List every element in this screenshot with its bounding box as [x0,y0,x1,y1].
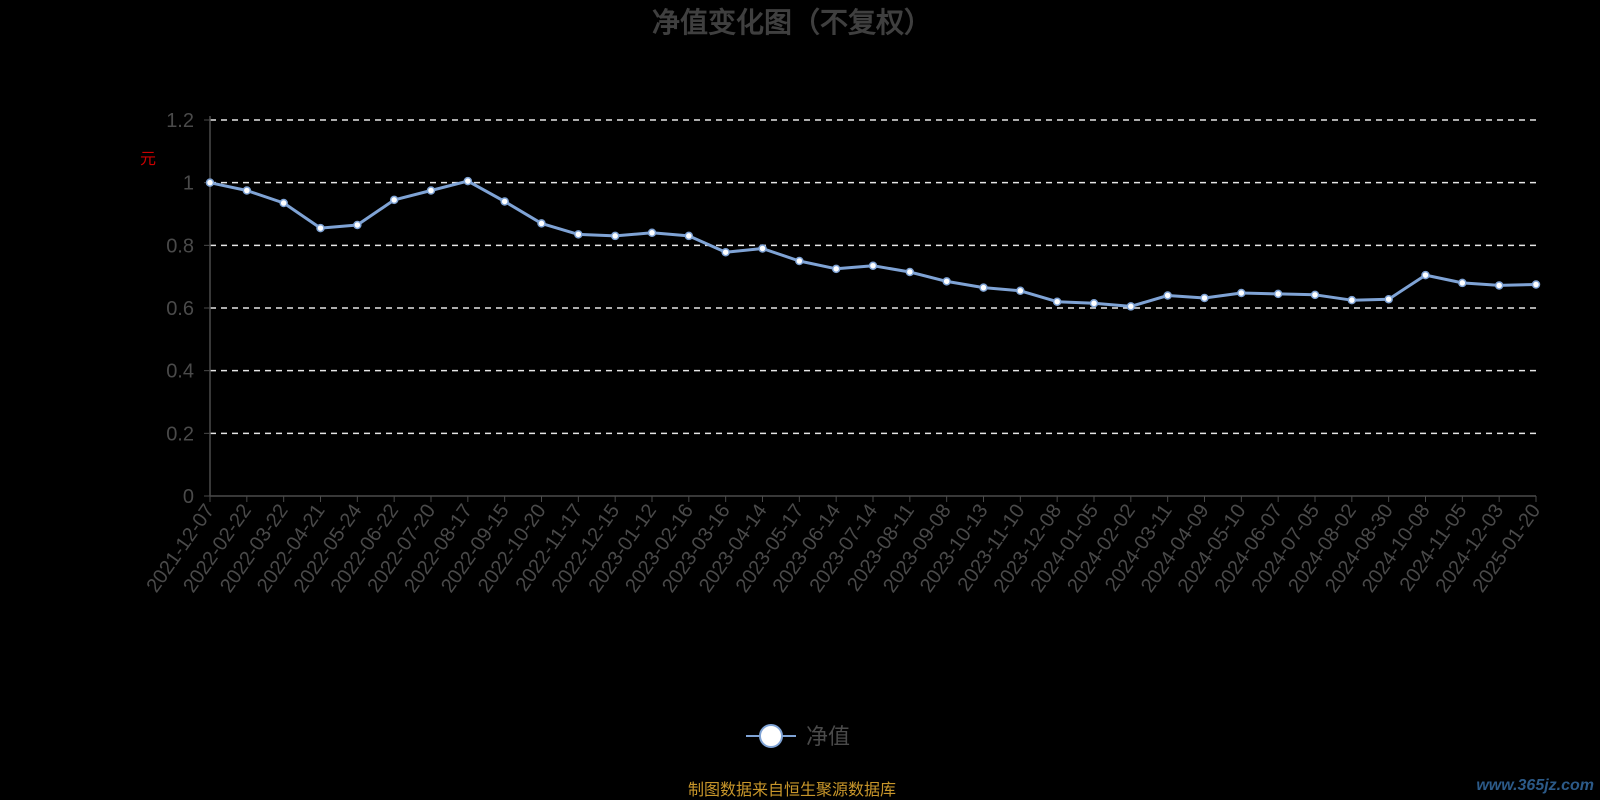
data-point[interactable] [979,283,988,292]
y-axis-unit-label: 元 [140,149,156,168]
series-group [205,176,1541,311]
data-point[interactable] [537,219,546,228]
data-point[interactable] [1531,280,1541,289]
series-line [209,179,1537,308]
data-point[interactable] [1310,290,1320,300]
grid-lines [210,119,1536,435]
data-point[interactable] [795,256,804,266]
data-point[interactable] [316,223,325,233]
data-point[interactable] [1126,302,1136,311]
data-source-note: 制图数据来自恒生聚源数据库 [688,780,896,799]
data-point[interactable] [647,228,657,238]
chart-title: 净值变化图（不复权） [652,6,932,39]
data-point[interactable] [1347,295,1357,305]
data-point[interactable] [1052,297,1062,306]
legend-label: 净值 [806,725,850,750]
data-point[interactable] [574,230,583,239]
y-tick-label: 0.2 [166,423,194,445]
data-point[interactable] [242,186,252,195]
data-point[interactable] [205,178,215,187]
y-tick-label: 0.6 [166,298,194,320]
data-point[interactable] [1016,286,1025,296]
data-point[interactable] [500,197,509,206]
axes [209,116,1536,497]
data-point[interactable] [1458,278,1467,288]
data-point[interactable] [389,195,399,205]
data-point[interactable] [426,186,436,195]
data-point[interactable] [1237,288,1246,298]
data-point[interactable] [684,231,694,241]
data-point[interactable] [942,277,951,286]
data-point[interactable] [721,247,730,257]
y-axis-ticks: 0 0.2 0.4 0.6 0.8 1 1.2 [166,110,210,508]
data-point[interactable] [1089,299,1099,308]
data-point[interactable] [1273,289,1283,299]
data-point[interactable] [463,176,473,186]
data-point[interactable] [279,198,288,208]
data-point[interactable] [610,231,620,241]
y-tick-label: 0.4 [166,361,194,383]
y-tick-label: 0 [183,486,194,508]
data-point[interactable] [905,267,915,277]
data-point[interactable] [831,264,841,274]
data-point[interactable] [1384,294,1393,304]
data-point[interactable] [1421,270,1430,280]
legend[interactable]: 净值 [746,724,850,750]
y-tick-label: 1 [183,173,194,195]
data-point[interactable] [353,220,362,230]
watermark: www.365jz.com [1476,777,1594,794]
x-axis-ticks: 2021-12-072022-02-222022-03-222022-04-21… [142,496,1545,597]
y-tick-label: 1.2 [166,110,194,132]
legend-marker-icon [759,724,783,748]
data-point[interactable] [1163,291,1172,300]
y-tick-label: 0.8 [166,235,194,257]
data-point[interactable] [868,261,878,270]
data-point[interactable] [1494,281,1504,290]
data-point[interactable] [1200,293,1209,303]
data-point[interactable] [758,244,767,253]
